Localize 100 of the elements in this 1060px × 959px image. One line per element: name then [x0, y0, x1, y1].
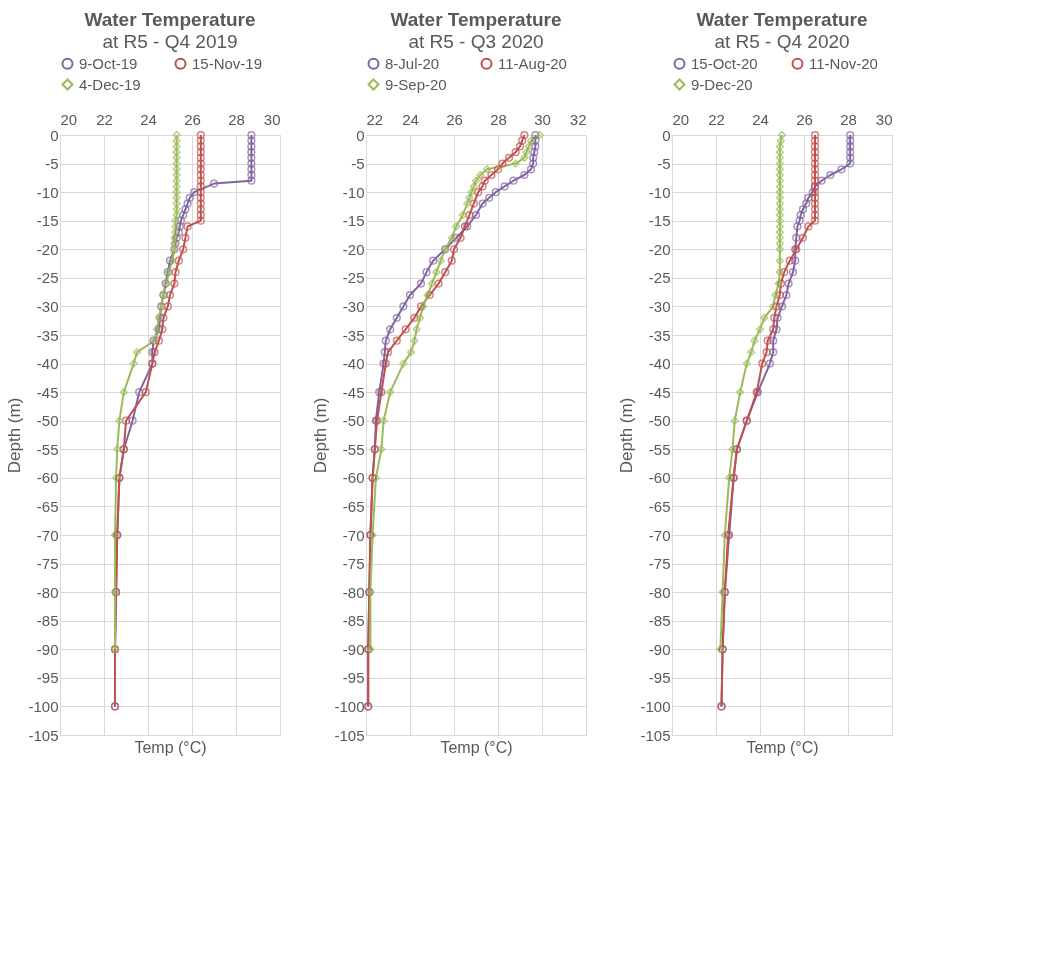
y-tick-label: -35 — [36, 326, 59, 344]
y-tick-label: -60 — [36, 469, 59, 487]
y-tick-label: -30 — [648, 297, 671, 315]
y-tick-label: -60 — [648, 469, 671, 487]
y-tick-label: -75 — [648, 555, 671, 573]
y-tick-label: -95 — [36, 669, 59, 687]
chart-subtitle: at R5 - Q3 2020 — [408, 31, 544, 52]
y-tick-label: -80 — [648, 583, 671, 601]
legend-label: 15-Nov-19 — [192, 54, 263, 72]
y-axis-title: Depth (m) — [311, 397, 331, 474]
y-tick-label: -15 — [648, 212, 671, 230]
y-tick-label: -80 — [36, 583, 59, 601]
y-tick-label: -45 — [342, 383, 365, 401]
y-tick-label: -70 — [648, 526, 671, 544]
y-tick-label: -20 — [342, 240, 365, 258]
y-tick-label: -5 — [45, 155, 59, 173]
x-tick-label: 24 — [140, 110, 157, 128]
x-tick-label: 28 — [840, 110, 857, 128]
legend-label: 9-Dec-20 — [691, 75, 753, 93]
y-tick-label: -85 — [342, 612, 365, 630]
y-tick-label: -30 — [342, 297, 365, 315]
x-tick-label: 30 — [263, 110, 281, 128]
y-tick-label: -105 — [28, 726, 59, 744]
x-tick-label: 28 — [490, 110, 507, 128]
y-tick-label: -95 — [648, 669, 671, 687]
chart-title: Water Temperature — [84, 9, 256, 30]
x-tick-label: 32 — [569, 110, 587, 128]
y-tick-label: -75 — [342, 555, 365, 573]
y-tick-label: -20 — [648, 240, 671, 258]
y-tick-label: -95 — [342, 669, 365, 687]
y-tick-label: 0 — [662, 126, 671, 144]
x-tick-label: 20 — [60, 110, 78, 128]
y-tick-label: -5 — [351, 155, 365, 173]
chart-title: Water Temperature — [696, 9, 868, 30]
y-tick-label: -25 — [36, 269, 59, 287]
y-tick-label: -10 — [342, 183, 365, 201]
x-tick-label: 26 — [184, 110, 201, 128]
x-tick-label: 24 — [752, 110, 769, 128]
legend-label: 15-Oct-20 — [691, 54, 758, 72]
x-tick-label: 20 — [672, 110, 690, 128]
y-tick-label: -100 — [28, 697, 59, 715]
y-tick-label: -50 — [648, 412, 671, 430]
x-tick-label: 22 — [366, 110, 384, 128]
y-tick-label: -25 — [342, 269, 365, 287]
x-tick-label: 22 — [708, 110, 725, 128]
y-tick-label: -65 — [648, 497, 671, 515]
y-tick-label: -45 — [648, 383, 671, 401]
chart-subtitle: at R5 - Q4 2020 — [714, 31, 850, 52]
x-tick-label: 26 — [796, 110, 813, 128]
y-tick-label: -85 — [648, 612, 671, 630]
y-tick-label: -80 — [342, 583, 365, 601]
y-tick-label: -5 — [657, 155, 671, 173]
y-tick-label: -55 — [648, 440, 671, 458]
x-tick-label: 24 — [402, 110, 419, 128]
y-tick-label: -65 — [342, 497, 365, 515]
legend-label: 9-Oct-19 — [79, 54, 138, 72]
y-tick-label: -25 — [648, 269, 671, 287]
y-tick-label: -70 — [342, 526, 365, 544]
y-tick-label: -55 — [36, 440, 59, 458]
chart-title: Water Temperature — [390, 9, 562, 30]
y-tick-label: -20 — [36, 240, 59, 258]
y-tick-label: -65 — [36, 497, 59, 515]
y-tick-label: -40 — [342, 355, 365, 373]
y-tick-label: -100 — [334, 697, 365, 715]
x-tick-label: 26 — [446, 110, 463, 128]
x-tick-label: 30 — [875, 110, 893, 128]
x-tick-label: 22 — [96, 110, 113, 128]
legend-label: 8-Jul-20 — [385, 54, 440, 72]
legend-label: 11-Aug-20 — [498, 54, 567, 72]
y-tick-label: -100 — [640, 697, 671, 715]
y-tick-label: -90 — [648, 640, 671, 658]
y-tick-label: -90 — [36, 640, 59, 658]
y-tick-label: -15 — [36, 212, 59, 230]
legend-label: 9-Sep-20 — [385, 75, 447, 93]
y-tick-label: -35 — [648, 326, 671, 344]
y-tick-label: -35 — [342, 326, 365, 344]
y-tick-label: -70 — [36, 526, 59, 544]
y-tick-label: -75 — [36, 555, 59, 573]
y-tick-label: -10 — [648, 183, 671, 201]
y-tick-label: -105 — [640, 726, 671, 744]
y-tick-label: -60 — [342, 469, 365, 487]
y-axis-title: Depth (m) — [617, 397, 637, 474]
chart-subtitle: at R5 - Q4 2019 — [102, 31, 238, 52]
y-tick-label: -55 — [342, 440, 365, 458]
legend-label: 11-Nov-20 — [809, 54, 878, 72]
legend-label: 4-Dec-19 — [79, 75, 141, 93]
x-tick-label: 30 — [534, 110, 551, 128]
y-tick-label: -40 — [648, 355, 671, 373]
y-tick-label: -45 — [36, 383, 59, 401]
y-tick-label: 0 — [50, 126, 59, 144]
y-tick-label: -30 — [36, 297, 59, 315]
x-tick-label: 28 — [228, 110, 245, 128]
y-tick-label: -105 — [334, 726, 365, 744]
y-tick-label: -10 — [36, 183, 59, 201]
y-tick-label: -90 — [342, 640, 365, 658]
x-axis-title: Temp (°C) — [440, 738, 513, 756]
y-tick-label: -85 — [36, 612, 59, 630]
y-tick-label: -40 — [36, 355, 59, 373]
y-tick-label: 0 — [356, 126, 365, 144]
x-axis-title: Temp (°C) — [746, 738, 819, 756]
